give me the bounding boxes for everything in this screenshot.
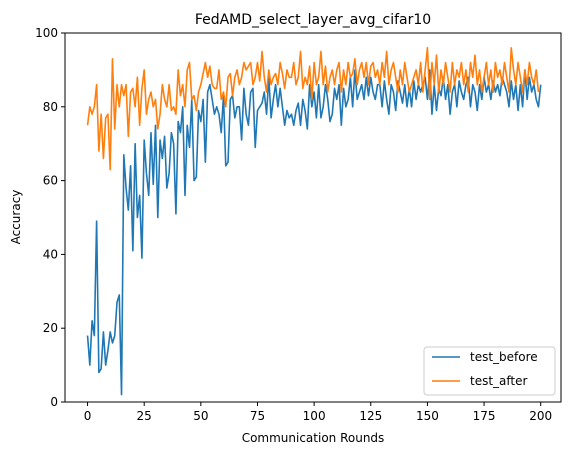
chart-title: FedAMD_select_layer_avg_cifar10	[195, 12, 431, 28]
plot-area	[86, 46, 542, 396]
x-tick-label: 75	[250, 409, 265, 423]
legend-label-test-after: test_after	[470, 374, 528, 388]
x-axis: 0 25 50 75 100 125 150 175 200	[84, 402, 552, 423]
plot-frame	[64, 32, 562, 403]
x-tick-label: 200	[529, 409, 552, 423]
legend: test_before test_after	[423, 346, 556, 396]
series-line-test-before	[86, 69, 542, 396]
x-tick-label: 100	[303, 409, 326, 423]
y-tick-label: 100	[35, 26, 58, 40]
x-tick-label: 50	[193, 409, 208, 423]
y-tick-label: 60	[43, 174, 58, 188]
x-tick-label: 0	[84, 409, 92, 423]
x-tick-label: 125	[359, 409, 382, 423]
legend-label-test-before: test_before	[470, 350, 538, 364]
y-axis: 0 20 40 60 80 100	[35, 26, 65, 409]
series-line-test-after	[86, 46, 540, 171]
legend-box	[423, 346, 556, 396]
x-axis-label: Communication Rounds	[242, 431, 385, 445]
y-tick-label: 80	[43, 100, 58, 114]
x-tick-label: 150	[416, 409, 439, 423]
x-tick-label: 175	[473, 409, 496, 423]
y-tick-label: 40	[43, 247, 58, 261]
y-axis-label: Accuracy	[9, 190, 23, 245]
y-tick-label: 20	[43, 321, 58, 335]
x-tick-label: 25	[137, 409, 152, 423]
y-tick-label: 0	[50, 395, 58, 409]
